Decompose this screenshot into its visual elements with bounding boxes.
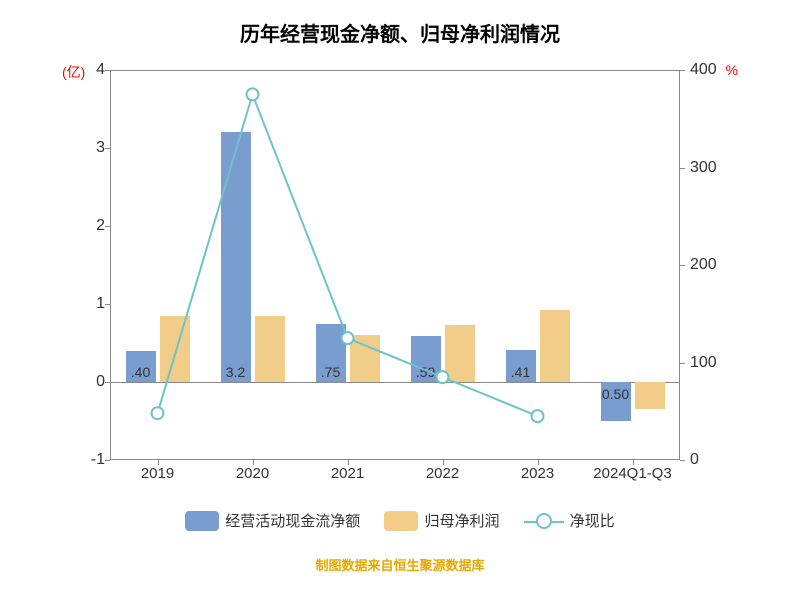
x-tick-label: 2023 (521, 465, 554, 482)
x-tick-label: 2020 (236, 465, 269, 482)
y2-axis-label: % (726, 62, 738, 78)
bar-label: 0.50 (602, 386, 629, 402)
x-tick-label: 2022 (426, 465, 459, 482)
y2-tick-label: 100 (690, 354, 725, 372)
bar (255, 316, 285, 382)
bar (221, 132, 251, 382)
y1-tick-label: 1 (80, 295, 105, 313)
legend-swatch-cash (185, 511, 219, 531)
footer-text: 制图数据来自恒生聚源数据库 (0, 555, 800, 574)
x-tick-label: 2019 (141, 465, 174, 482)
bar-label: 3.2 (226, 364, 245, 380)
bar (540, 310, 570, 382)
legend: 经营活动现金流净额 归母净利润 净现比 (0, 510, 800, 535)
y2-tick-label: 300 (690, 159, 725, 177)
bar (350, 335, 380, 382)
legend-label-ratio: 净现比 (570, 510, 615, 531)
y1-tick-label: 0 (80, 373, 105, 391)
y2-tick-label: 200 (690, 256, 725, 274)
plot-area (110, 70, 680, 460)
bar (635, 382, 665, 409)
chart-title: 历年经营现金净额、归母净利润情况 (0, 0, 800, 47)
x-tick-label: 2021 (331, 465, 364, 482)
legend-swatch-profit (384, 511, 418, 531)
legend-profit: 归母净利润 (384, 510, 499, 531)
bar-label: .75 (321, 364, 340, 380)
bar-label: .59 (416, 364, 435, 380)
legend-label-cash: 经营活动现金流净额 (225, 510, 360, 531)
legend-line-ratio (524, 511, 564, 531)
legend-cash: 经营活动现金流净额 (185, 510, 360, 531)
bar-label: .40 (131, 364, 150, 380)
y2-tick-label: 400 (690, 61, 725, 79)
legend-label-profit: 归母净利润 (424, 510, 499, 531)
legend-ratio: 净现比 (524, 510, 615, 531)
y1-tick-label: 3 (80, 139, 105, 157)
y1-tick-label: 2 (80, 217, 105, 235)
bar (160, 316, 190, 382)
x-tick-label: 2024Q1-Q3 (593, 465, 671, 482)
bar-label: .41 (511, 364, 530, 380)
y1-tick-label: -1 (80, 451, 105, 469)
chart-container: 历年经营现金净额、归母净利润情况 (亿) % -1012340100200300… (0, 0, 800, 600)
y2-tick-label: 0 (690, 451, 725, 469)
y1-tick-label: 4 (80, 61, 105, 79)
bar (445, 325, 475, 382)
